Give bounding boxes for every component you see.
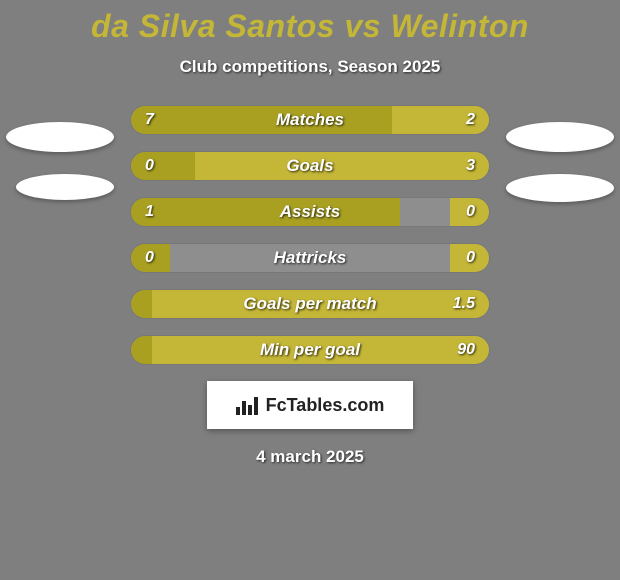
comparison-bars: Matches72 Goals03 Assists10 Hattricks00 Goal… (130, 105, 490, 365)
comparison-infographic: da Silva Santos vs Welinton Club competi… (0, 0, 620, 580)
stat-bar: Goals per match1.5 (130, 289, 490, 319)
stat-label: Hattricks (131, 244, 489, 272)
bar-segment-right (392, 106, 489, 134)
bar-segment-right (152, 290, 489, 318)
logo-text: FcTables.com (266, 395, 385, 416)
footer-date: 4 march 2025 (0, 447, 620, 467)
stat-bar: Min per goal90 (130, 335, 490, 365)
bar-segment-right (450, 198, 489, 226)
player-photo-left-placeholder-1 (6, 122, 114, 152)
bar-segment-left (131, 290, 152, 318)
subtitle: Club competitions, Season 2025 (0, 57, 620, 77)
stat-bar: Matches72 (130, 105, 490, 135)
bar-segment-left (131, 106, 392, 134)
page-title: da Silva Santos vs Welinton (0, 8, 620, 45)
player-photo-right-placeholder-2 (506, 174, 614, 202)
bar-segment-left (131, 244, 170, 272)
player-photo-left-placeholder-2 (16, 174, 114, 200)
stat-bar: Assists10 (130, 197, 490, 227)
bar-segment-right (450, 244, 489, 272)
bar-segment-right (195, 152, 489, 180)
stat-bar: Hattricks00 (130, 243, 490, 273)
bar-segment-right (152, 336, 489, 364)
source-logo: FcTables.com (207, 381, 413, 429)
player-photo-right-placeholder-1 (506, 122, 614, 152)
bar-segment-left (131, 198, 400, 226)
bar-segment-left (131, 336, 152, 364)
stat-bar: Goals03 (130, 151, 490, 181)
bar-chart-icon (236, 395, 260, 415)
bar-segment-left (131, 152, 195, 180)
